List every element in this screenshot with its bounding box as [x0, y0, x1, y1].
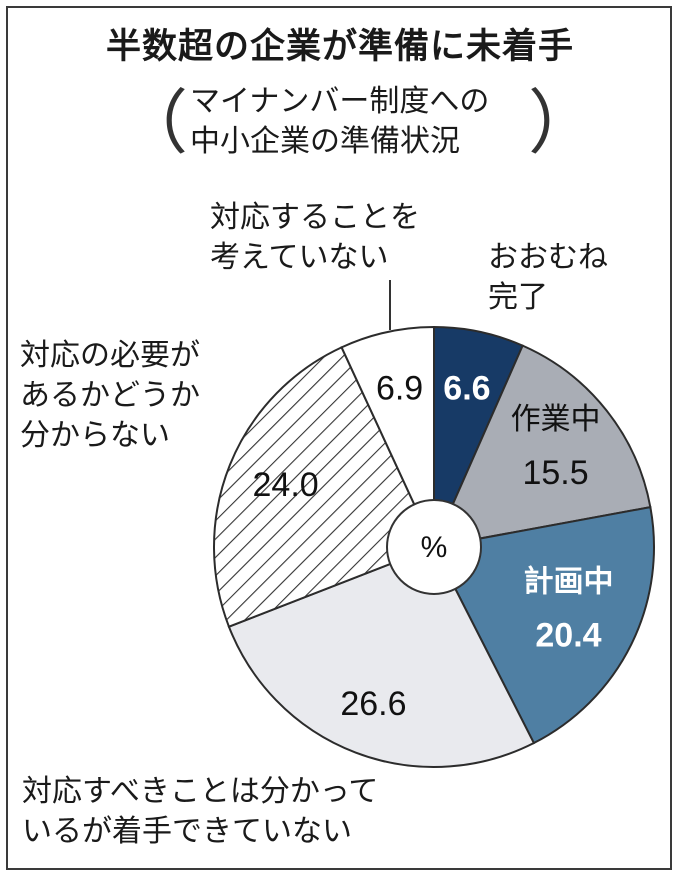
pie-slice-5	[213, 346, 436, 628]
pie-slice-2	[432, 344, 652, 549]
label-kangaete-text: 対応することを 考えていない	[210, 200, 420, 275]
label-hitsuyo-text: 対応の必要が あるかどうか 分からない	[20, 338, 200, 453]
slice-value-label-2: 15.5	[522, 454, 588, 492]
label-kanryo: おおむね 完了	[488, 238, 608, 318]
pie-slices	[213, 325, 655, 768]
subtitle-open-paren: （	[118, 82, 188, 164]
label-hitsuyo: 対応の必要が あるかどうか 分からない	[20, 336, 200, 456]
slice-value-label-6: 6.9	[376, 370, 423, 408]
slice-category-label-2: 作業中	[511, 402, 601, 437]
chart-subtitle: マイナンバー制度への 中小企業の準備状況	[150, 82, 530, 162]
slice-value-label-5: 24.0	[253, 466, 319, 504]
subtitle-line-1: マイナンバー制度への	[190, 84, 490, 119]
label-subeki: 対応すべきことは分かって いるが着手できていない	[22, 772, 378, 852]
slice-value-label-4: 26.6	[340, 685, 406, 723]
chart-title: 半数超の企業が準備に未着手	[105, 27, 574, 67]
slice-value-label-3: 20.4	[535, 616, 601, 654]
label-kangaete: 対応することを 考えていない	[210, 198, 420, 278]
label-subeki-text: 対応すべきことは分かって いるが着手できていない	[22, 774, 379, 849]
label-kanryo-text: おおむね 完了	[488, 240, 608, 315]
pie-slice-6	[340, 325, 435, 548]
slice-value-label-1: 6.6	[443, 369, 490, 407]
center-unit-label: %	[421, 531, 448, 564]
pie-slice-3	[432, 505, 655, 745]
slice-value-labels: 6.6 作業中 15.5 計画中 20.4 26.6 24.0 6.9	[253, 369, 614, 722]
center-hole	[386, 499, 482, 595]
slice-category-label-3: 計画中	[523, 564, 613, 599]
subtitle-close-paren: ）	[528, 82, 598, 164]
subtitle-line-2: 中小企業の準備状況	[190, 124, 460, 159]
pie-slice-4	[227, 545, 536, 768]
